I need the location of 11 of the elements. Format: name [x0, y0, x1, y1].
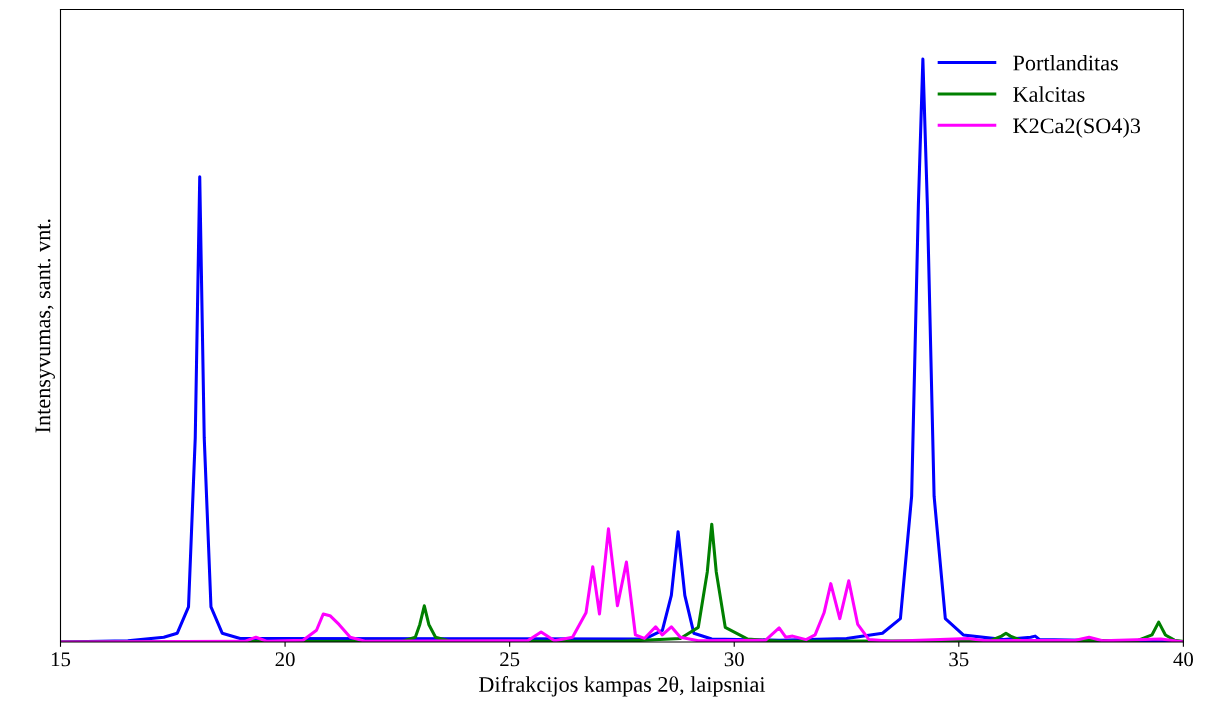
legend-label: Portlanditas — [1013, 54, 1118, 71]
x-tick-label: 30 — [724, 652, 744, 667]
x-axis-title: Difrakcijos kampas 2θ, laipsniai — [479, 676, 766, 697]
legend-label: K2Ca2(SO4)3 — [1013, 117, 1141, 138]
legend-label: Kalcitas — [1013, 86, 1085, 102]
x-tick-label: 20 — [275, 652, 295, 667]
x-tick-label: 25 — [500, 652, 520, 667]
x-tick-label: 35 — [949, 652, 969, 667]
y-axis-title: Intensyvumas, sant. vnt. — [35, 219, 55, 433]
x-tick-label: 15 — [51, 652, 71, 667]
x-tick-label: 40 — [1173, 652, 1193, 667]
